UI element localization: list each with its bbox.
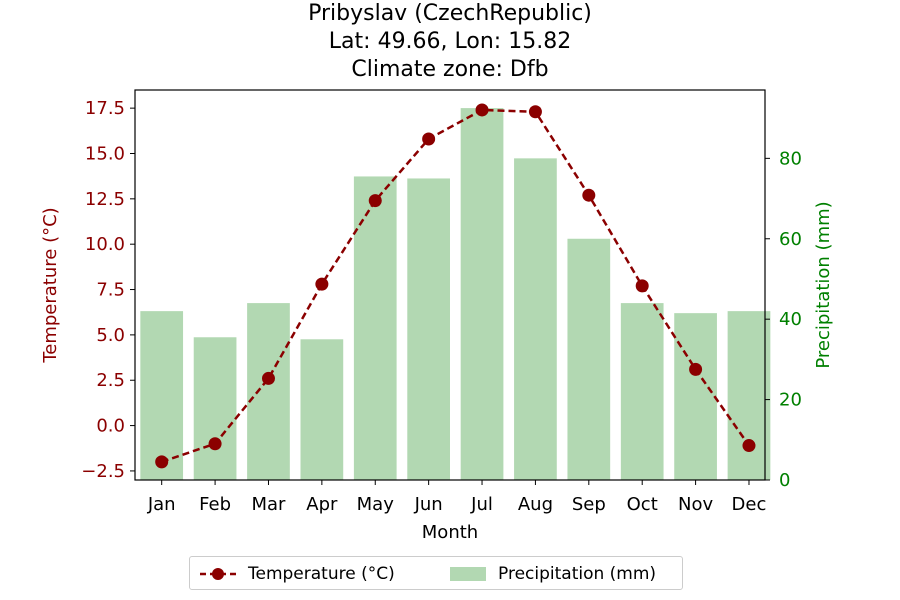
- temperature-point-oct: [635, 279, 649, 293]
- x-tick-label-oct: Oct: [627, 494, 658, 515]
- right-tick-label-0: 0: [779, 470, 790, 491]
- chart-title-line-3: Climate zone: Dfb: [351, 57, 549, 82]
- x-tick-label-jun: Jun: [414, 494, 443, 515]
- right-axis-label: Precipitation (mm): [813, 201, 834, 368]
- temperature-point-jan: [155, 455, 169, 469]
- temperature-point-jun: [422, 132, 436, 146]
- legend-item-precipitation: Precipitation (mm): [448, 563, 656, 585]
- temperature-point-feb: [208, 437, 222, 451]
- precipitation-bar-sep: [567, 238, 611, 480]
- legend-item-temperature: Temperature (°C): [198, 563, 395, 585]
- x-axis-label: Month: [422, 522, 478, 543]
- temperature-point-nov: [689, 362, 703, 376]
- temperature-point-dec: [742, 439, 756, 453]
- temperature-point-sep: [582, 188, 596, 202]
- temperature-point-apr: [315, 277, 329, 291]
- precipitation-bar-jun: [407, 178, 450, 480]
- left-tick-label-7: 15.0: [85, 143, 125, 164]
- x-tick-label-sep: Sep: [572, 494, 606, 515]
- right-tick-label-4: 80: [779, 148, 802, 169]
- temperature-point-aug: [528, 105, 542, 119]
- precipitation-bar-oct: [620, 303, 664, 480]
- temperature-point-may: [368, 194, 382, 208]
- chart-title-line-2: Lat: 49.66, Lon: 15.82: [328, 29, 572, 54]
- x-tick-label-mar: Mar: [251, 494, 286, 515]
- legend: Temperature (°C) Precipitation (mm): [189, 556, 683, 590]
- x-tick-label-dec: Dec: [732, 494, 767, 515]
- legend-label-temperature: Temperature (°C): [248, 564, 395, 584]
- precipitation-bar-jul: [460, 108, 504, 481]
- x-tick-label-aug: Aug: [518, 494, 553, 515]
- chart-title-line-1: Pribyslav (CzechRepublic): [308, 1, 592, 26]
- x-tick-label-nov: Nov: [678, 494, 713, 515]
- x-tick-label-apr: Apr: [306, 494, 338, 515]
- right-tick-label-1: 20: [779, 390, 802, 411]
- precipitation-bar-aug: [514, 158, 557, 480]
- left-tick-label-6: 12.5: [85, 189, 125, 210]
- left-axis-label: Temperature (°C): [40, 207, 61, 363]
- x-tick-label-jan: Jan: [147, 494, 176, 515]
- legend-temperature-marker-icon: [200, 568, 236, 580]
- temperature-point-jul: [475, 103, 489, 117]
- precipitation-bar-mar: [247, 303, 290, 480]
- temperature-point-mar: [261, 371, 275, 385]
- plot-frame: [134, 89, 766, 481]
- precipitation-bar-apr: [300, 339, 344, 480]
- left-tick-label-4: 7.5: [96, 280, 125, 301]
- precipitation-bar-may: [353, 176, 397, 480]
- x-tick-label-jul: Jul: [470, 494, 493, 515]
- x-tick-label-feb: Feb: [199, 494, 231, 515]
- precipitation-bar-feb: [193, 337, 237, 480]
- left-tick-label-0: −2.5: [81, 461, 125, 482]
- temperature-line: [161, 108, 751, 464]
- left-tick-label-1: 0.0: [96, 416, 125, 437]
- right-tick-label-3: 60: [779, 229, 802, 250]
- legend-label-precipitation: Precipitation (mm): [498, 564, 657, 584]
- x-tick-label-may: May: [357, 494, 395, 515]
- left-tick-label-2: 2.5: [96, 370, 125, 391]
- precipitation-bar-dec: [727, 311, 771, 480]
- right-tick-label-2: 40: [779, 309, 802, 330]
- precipitation-bar-jan: [140, 311, 184, 480]
- precipitation-bar-nov: [674, 313, 717, 480]
- legend-precipitation-swatch-icon: [450, 567, 486, 581]
- left-tick-label-8: 17.5: [85, 98, 125, 119]
- left-tick-label-3: 5.0: [96, 325, 125, 346]
- left-tick-label-5: 10.0: [85, 234, 125, 255]
